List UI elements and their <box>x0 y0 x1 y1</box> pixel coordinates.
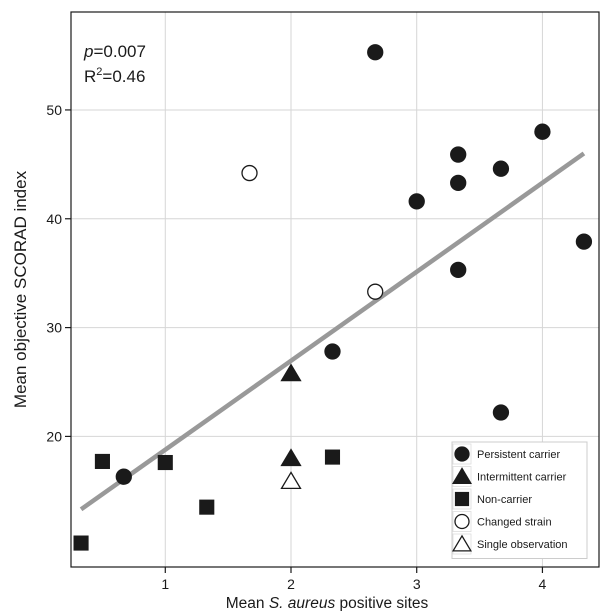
data-points <box>73 44 593 551</box>
data-point-circle-open <box>241 164 258 182</box>
data-point-circle-filled <box>450 146 467 163</box>
r-squared-annotation: R2=0.46 <box>84 66 145 86</box>
data-point-circle-filled <box>534 123 551 140</box>
plot-frame <box>70 11 600 568</box>
y-axis-label: Mean objective SCORAD index <box>11 170 30 408</box>
data-point-circle-filled <box>450 174 467 192</box>
y-tick-label: 50 <box>46 102 62 118</box>
data-point-square-filled <box>73 535 89 551</box>
data-point-triangle-filled <box>280 448 302 467</box>
y-tick-label: 30 <box>46 320 62 336</box>
p-value-annotation: p=0.007 <box>83 42 146 61</box>
legend-swatch-frame <box>452 443 472 465</box>
x-tick-label: 3 <box>413 576 421 592</box>
x-tick-label: 2 <box>287 576 295 592</box>
axes: 1 2 3 4 20 30 40 50 <box>46 102 546 592</box>
legend-label: Intermittent carrier <box>477 472 567 484</box>
x-tick-label: 4 <box>539 576 547 592</box>
legend-swatch-frame <box>452 511 472 532</box>
data-point-circle-filled <box>367 44 384 61</box>
legend-marker <box>452 534 472 552</box>
data-point-square-filled <box>94 453 110 469</box>
legend-marker <box>454 513 470 530</box>
y-tick-label: 20 <box>46 428 62 444</box>
data-point-circle-filled <box>408 193 425 210</box>
data-point-circle-filled <box>492 160 510 177</box>
data-point-circle-filled <box>492 404 510 421</box>
regression-line <box>79 151 586 512</box>
legend-swatch-frame <box>452 466 472 487</box>
data-point-triangle-filled <box>280 363 302 382</box>
legend: Persistent carrier Intermittent carrier No… <box>451 441 588 559</box>
data-point-circle-open <box>367 283 384 300</box>
legend-box <box>451 441 588 559</box>
data-point-circle-filled <box>115 468 132 485</box>
legend-marker <box>452 467 472 484</box>
x-tick-label: 1 <box>161 576 169 592</box>
legend-marker <box>454 491 470 507</box>
data-point-square-filled <box>324 449 341 465</box>
data-point-circle-filled <box>575 233 593 250</box>
data-point-circle-filled <box>450 261 467 279</box>
data-point-triangle-open <box>280 471 302 490</box>
data-point-circle-filled <box>324 343 341 360</box>
y-tick-label: 40 <box>46 211 62 227</box>
x-axis-label: Mean S. aureus positive sites <box>226 595 429 611</box>
stats-annotation: p=0.007 R2=0.46 <box>83 42 146 86</box>
data-point-square-filled <box>199 499 215 515</box>
legend-label: Changed strain <box>477 517 552 529</box>
data-point-square-filled <box>157 454 173 471</box>
legend-label: Non-carrier <box>477 494 532 506</box>
legend-label: Persistent carrier <box>477 449 560 461</box>
legend-label: Single observation <box>477 539 568 551</box>
legend-swatch-frame <box>452 488 472 510</box>
legend-marker <box>454 446 470 462</box>
legend-swatch-frame <box>452 533 472 555</box>
